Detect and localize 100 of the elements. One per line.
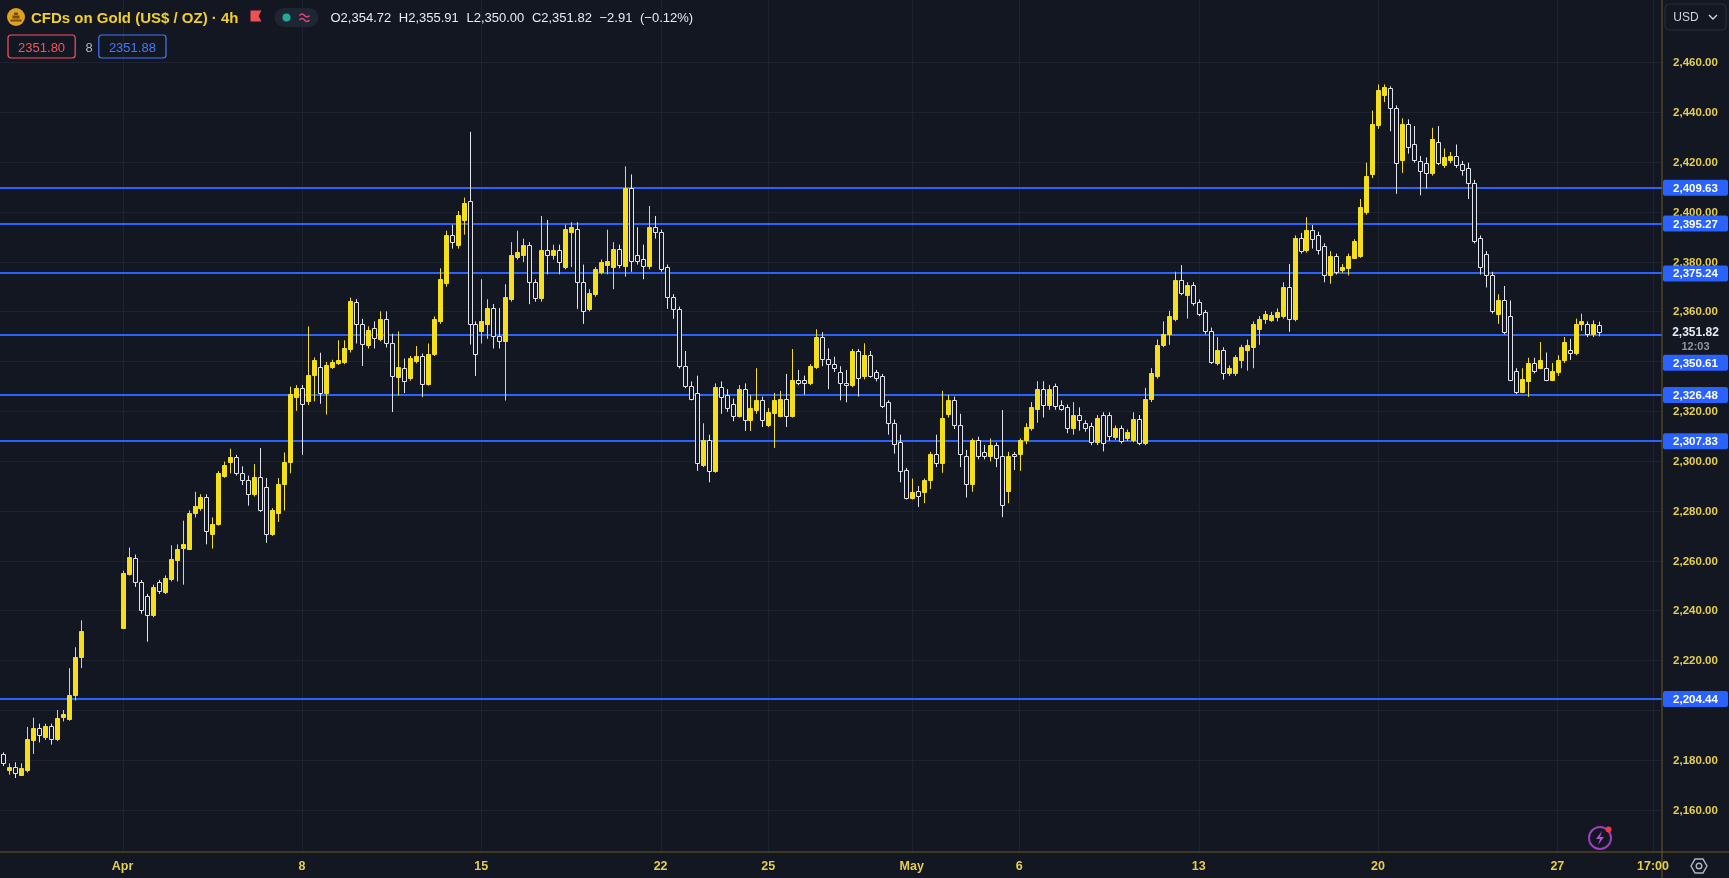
- candlestick: [151, 584, 156, 618]
- candlestick: [623, 165, 628, 278]
- candlestick: [743, 382, 748, 432]
- candlestick: [790, 348, 795, 419]
- candlestick: [1591, 319, 1596, 338]
- y-tick-label: 2,380.00: [1673, 255, 1718, 268]
- ref-line-label: 2,204.44: [1673, 692, 1719, 705]
- candlestick: [1436, 125, 1441, 166]
- candlestick: [1597, 321, 1602, 337]
- annotation: 2351.88: [108, 39, 156, 55]
- candlestick: [49, 723, 54, 746]
- candlestick: [157, 579, 162, 595]
- candlestick: [1568, 338, 1573, 361]
- ref-line-label: 2,350.61: [1673, 356, 1719, 369]
- candlestick: [737, 384, 742, 419]
- candlestick: [934, 434, 939, 468]
- candlestick: [420, 353, 425, 398]
- candlestick: [1221, 346, 1226, 381]
- y-tick-label: 2,400.00: [1673, 205, 1718, 218]
- y-tick-label: 2,260.00: [1673, 554, 1718, 567]
- candlestick: [701, 422, 706, 468]
- y-tick-label: 2,280.00: [1673, 504, 1718, 517]
- text: 12:03: [1681, 339, 1710, 352]
- candlestick: [1544, 352, 1549, 382]
- candlestick: [402, 357, 407, 394]
- candlestick: [707, 434, 712, 483]
- candlestick: [1328, 250, 1333, 285]
- candlestick: [862, 342, 867, 380]
- candlestick: [647, 205, 652, 270]
- x-tick-label: 27: [1550, 859, 1565, 873]
- candlestick: [1047, 384, 1052, 411]
- candlestick: [318, 352, 323, 405]
- candlestick: [1215, 336, 1220, 366]
- x-tick-label: Apr: [111, 859, 134, 873]
- x-tick-label: 15: [474, 859, 489, 873]
- candlestick: [970, 437, 975, 493]
- candlestick: [910, 478, 915, 500]
- candlestick: [1113, 425, 1118, 441]
- y-axis-title: USD: [1673, 10, 1699, 24]
- candlestick: [13, 761, 18, 779]
- x-tick-label: 13: [1191, 859, 1206, 873]
- ref-line-label: 2,326.48: [1673, 388, 1719, 401]
- y-tick-label: 2,220.00: [1673, 654, 1718, 667]
- candlestick: [1119, 425, 1124, 444]
- annotation: 8: [85, 39, 93, 55]
- candlestick: [300, 384, 305, 456]
- candlestick: [1585, 320, 1590, 338]
- candlestick: [617, 244, 622, 269]
- candlestick: [1006, 451, 1011, 504]
- candlestick: [1077, 406, 1082, 432]
- candlestick: [856, 348, 861, 398]
- x-tick-label: 17:00: [1637, 859, 1670, 873]
- candlestick: [1430, 127, 1435, 177]
- text: 2,351.82: [1672, 324, 1720, 339]
- candlestick: [1496, 293, 1501, 325]
- y-tick-label: 2,180.00: [1673, 753, 1718, 766]
- candlestick: [1538, 341, 1543, 370]
- candlestick: [946, 394, 951, 419]
- candlestick: [252, 463, 257, 497]
- candlestick: [964, 449, 969, 498]
- x-tick-label: 25: [761, 859, 776, 873]
- candlestick: [539, 215, 544, 303]
- candlestick: [713, 382, 718, 474]
- y-tick-label: 2,320.00: [1673, 405, 1718, 418]
- candlestick: [450, 224, 455, 250]
- candlestick: [372, 320, 377, 350]
- candlestick: [1532, 357, 1537, 374]
- candlestick: [784, 373, 789, 428]
- y-tick-label: 2,300.00: [1673, 454, 1718, 467]
- text: CFDs on Gold (US$ / OZ) · 4h: [31, 8, 239, 26]
- candlestick: [760, 396, 765, 428]
- candlestick: [551, 244, 556, 261]
- candlestick: [940, 390, 945, 474]
- candlestick: [1185, 281, 1190, 320]
- candlestick: [1400, 117, 1405, 174]
- x-tick-label: 8: [298, 859, 306, 873]
- x-tick-label: 22: [653, 859, 668, 873]
- candlestick: [204, 493, 209, 545]
- candlestick: [545, 219, 550, 275]
- ref-line-label: 2,409.63: [1673, 181, 1718, 194]
- candlestick: [988, 437, 993, 462]
- x-tick-label: 6: [1015, 859, 1023, 873]
- ref-line-label: 2,307.83: [1673, 435, 1718, 448]
- candlestick: [1012, 451, 1017, 471]
- y-tick-label: 2,420.00: [1673, 155, 1718, 168]
- candlestick: [1293, 234, 1298, 322]
- candlestick: [1304, 216, 1309, 254]
- candlestick: [228, 448, 233, 474]
- ref-line-label: 2,395.27: [1673, 217, 1718, 230]
- y-tick-label: 2,160.00: [1673, 803, 1718, 816]
- y-tick-label: 2,460.00: [1673, 56, 1718, 69]
- candlestick: [366, 325, 371, 350]
- candlestick: [37, 723, 42, 743]
- y-tick-label: 2,240.00: [1673, 604, 1718, 617]
- candlestick: [378, 310, 383, 342]
- candlestick: [1137, 414, 1142, 446]
- y-tick-label: 2,360.00: [1673, 305, 1718, 318]
- candlestick: [1041, 380, 1046, 419]
- candlestick: [1334, 253, 1339, 276]
- candlestick: [557, 244, 562, 275]
